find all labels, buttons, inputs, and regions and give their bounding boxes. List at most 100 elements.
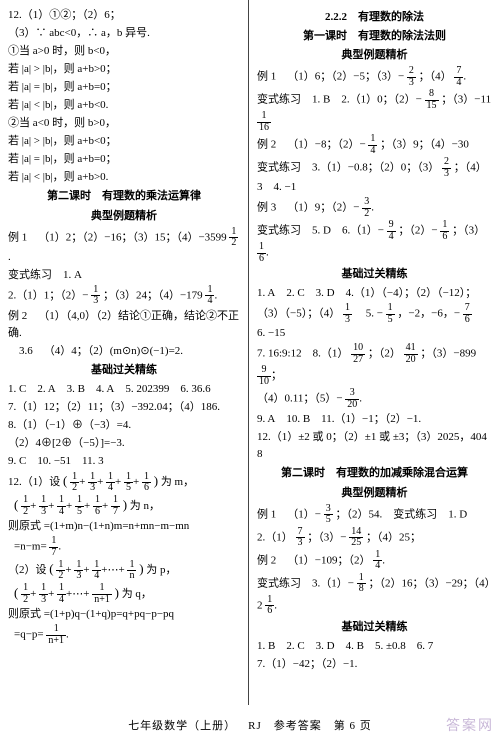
- fraction: 14: [92, 560, 101, 582]
- fraction: 12: [70, 472, 79, 494]
- text: 12.（1）设: [8, 476, 60, 488]
- text-line: 8.（1）（−1）⊕（−3）=4.: [8, 417, 240, 434]
- text: ；（3）−899: [420, 348, 476, 360]
- fraction: 1n+1: [92, 583, 112, 605]
- text-line: 2.（1） 73 ；（3）− 1425 ；（4）25；: [257, 527, 492, 549]
- text: （2）设: [8, 564, 47, 576]
- fraction: 1027: [351, 343, 365, 365]
- text: ，−2，−6，−: [397, 308, 460, 320]
- fraction: 15: [386, 303, 395, 325]
- fraction: 18: [357, 573, 366, 595]
- fraction: 13: [91, 285, 100, 307]
- heading-lesson: 第二课时 有理数的加减乘除混合运算: [257, 465, 492, 482]
- fraction: 116: [257, 111, 271, 133]
- text: 变式练习 3.（1）−: [257, 577, 354, 589]
- page-footer: 七年级数学（上册） RJ 参考答案 第 6 页: [0, 717, 500, 733]
- fraction: 15: [124, 472, 133, 494]
- text-line: （3）∵ abc<0，∴ a，b 异号.: [8, 25, 240, 42]
- text-line: （4）0.11；（5）− 320.: [257, 388, 492, 410]
- text-line: （3）（−5）；（4） 13 5. − 15 ，−2，−6，− 76 6. −1…: [257, 303, 492, 342]
- fraction: 1n+1: [46, 624, 66, 646]
- fraction: 73: [296, 527, 305, 549]
- text: 变式练习 3.（1）−0.8；（2）0；（3）: [257, 162, 439, 174]
- text-line: 若 |a| = |b|，则 a+b=0；: [8, 151, 240, 168]
- text-line: =q−p= 1n+1.: [8, 624, 240, 646]
- heading-lesson: 第二课时 有理数的乘法运算律: [8, 188, 240, 205]
- page: 12.（1）①②；（2）6； （3）∵ abc<0，∴ a，b 异号. ①当 a…: [0, 0, 500, 705]
- fraction: 32: [362, 197, 371, 219]
- text: ；（2）: [368, 348, 401, 360]
- text: 例 2 （1）−8；（2）−: [257, 139, 366, 151]
- text-line: ②当 a<0 时，则 b>0，: [8, 115, 240, 132]
- text: 为 q，: [122, 588, 152, 600]
- text: =q−p=: [14, 629, 44, 641]
- fraction: 1425: [349, 527, 363, 549]
- fraction: 14: [373, 550, 382, 572]
- fraction: 17: [49, 536, 58, 558]
- fraction: 12: [21, 583, 30, 605]
- text-line: 变式练习 3.（1）− 18 ；（2）16；（3）−29；（4）2 16.: [257, 573, 492, 617]
- fraction: 13: [39, 495, 48, 517]
- fraction: 320: [345, 388, 359, 410]
- text-line: 9. C 10. −51 11. 3: [8, 453, 240, 470]
- text-line: 例 1 （1）6；（2）−5；（3）− 23 ；（4） 74.: [257, 66, 492, 88]
- fraction: 12: [56, 560, 65, 582]
- text: 2.（1）1；（2）−: [8, 289, 88, 301]
- text-line: 例 3 （1）9；（2）− 32.: [257, 197, 492, 219]
- text-line: 例 1 （1）2；（2）−16；（3）15；（4）−3599 12.: [8, 227, 240, 266]
- fraction: 13: [74, 560, 83, 582]
- text: ；（4）: [419, 71, 452, 83]
- fraction: 13: [39, 583, 48, 605]
- fraction: 1n: [127, 560, 136, 582]
- fraction: 14: [205, 285, 214, 307]
- text: ；（3）9；（4）−30: [380, 139, 469, 151]
- text-line: 变式练习 5. D 6.（1）− 94 ；（2）− 16 ；（3） 16.: [257, 220, 492, 264]
- text-line: 7. 16:9:12 8.（1） 1027 ；（2） 4120 ；（3）−899…: [257, 343, 492, 387]
- text: 为 p，: [146, 564, 176, 576]
- text-line: 12.（1）设 ( 12+ 13+ 14+ 15+ 16 ) 为 m，: [8, 471, 240, 493]
- text-line: 若 |a| > |b|，则 a+b>0；: [8, 61, 240, 78]
- fraction: 17: [111, 495, 120, 517]
- text-line: 则原式 =(1+m)n−(1+n)m=n+mn−m−mn: [8, 518, 240, 535]
- fraction: 23: [407, 66, 416, 88]
- text: 7. 16:9:12 8.（1）: [257, 348, 348, 360]
- text: 例 3 （1）9；（2）−: [257, 202, 359, 214]
- text: ；（2）−: [398, 225, 437, 237]
- text: ；（4）25；: [366, 531, 421, 543]
- text: ；（3）: [452, 225, 485, 237]
- text-line: 变式练习 3.（1）−0.8；（2）0；（3） 23 ；（4）3 4. −1: [257, 157, 492, 196]
- text-line: 若 |a| < |b|，则 a+b<0.: [8, 97, 240, 114]
- fraction: 35: [324, 504, 333, 526]
- heading-box: 基础过关精练: [257, 266, 492, 283]
- fraction: 23: [442, 157, 451, 179]
- fraction: 14: [106, 472, 115, 494]
- text-line: 1. A 2. C 3. D 4.（1）（−4）；（2）（−12）；: [257, 285, 492, 302]
- text-line: 变式练习 1. A: [8, 267, 240, 284]
- text: 为 n，: [130, 500, 160, 512]
- fraction: 13: [343, 303, 352, 325]
- text-line: 例 2 （1）（4,0）（2）结论①正确，结论②不正确.: [8, 308, 240, 342]
- fraction: 16: [440, 220, 449, 242]
- text-line: 若 |a| = |b|，则 a+b=0；: [8, 79, 240, 96]
- text: ；（2）54. 变式练习 1. D: [335, 508, 467, 520]
- text: 例 1 （1）2；（2）−16；（3）15；（4）−3599: [8, 231, 227, 243]
- text: ；（3）−: [307, 531, 346, 543]
- heading-lesson: 第一课时 有理数的除法法则: [257, 28, 492, 45]
- watermark: 答案网: [446, 715, 494, 735]
- heading-section: 2.2.2 有理数的除法: [257, 9, 492, 26]
- fraction: 94: [387, 220, 396, 242]
- fraction: 74: [454, 66, 463, 88]
- fraction: 14: [57, 495, 66, 517]
- text: （4）0.11；（5）−: [257, 393, 343, 405]
- heading-box: 基础过关精练: [257, 619, 492, 636]
- right-column: 2.2.2 有理数的除法 第一课时 有理数的除法法则 典型例题精析 例 1 （1…: [249, 0, 500, 705]
- text: 5. −: [355, 308, 383, 320]
- fraction: 16: [142, 472, 151, 494]
- text-line: 1. C 2. A 3. B 4. A 5. 202399 6. 36.6: [8, 381, 240, 398]
- heading-box: 典型例题精析: [257, 47, 492, 64]
- text: 例 2 （1）−109；（2）: [257, 554, 370, 566]
- text: =n−m=: [14, 541, 47, 553]
- text: 例 1 （1）6；（2）−5；（3）−: [257, 71, 404, 83]
- fraction: 14: [57, 583, 66, 605]
- heading-box: 典型例题精析: [8, 208, 240, 225]
